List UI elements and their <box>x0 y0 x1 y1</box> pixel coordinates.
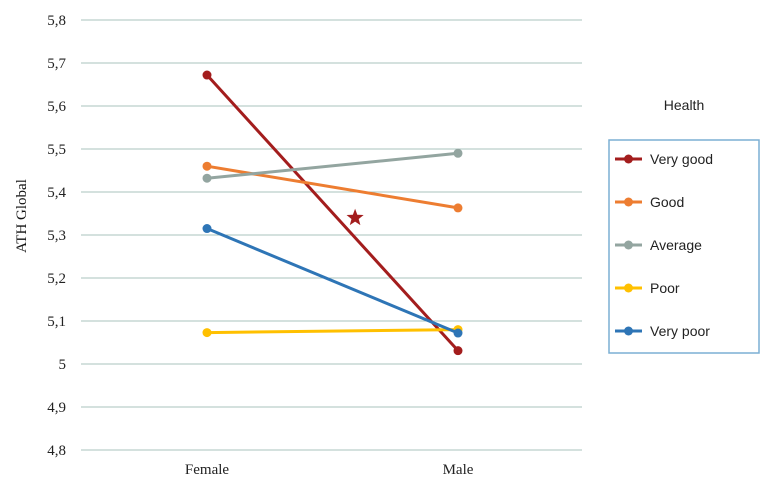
y-tick-label: 5,4 <box>47 185 66 201</box>
legend-items: Very good Good Average Poor Very poor <box>615 151 713 339</box>
legend-label: Very good <box>650 151 713 167</box>
legend-label: Very poor <box>650 323 710 339</box>
series-very-poor <box>202 224 463 338</box>
series-poor <box>202 325 463 338</box>
x-axis-ticks: Female Male <box>185 462 474 478</box>
y-tick-label: 4,8 <box>47 443 66 459</box>
gridlines <box>81 19 582 451</box>
legend-swatch-marker <box>624 197 633 207</box>
data-point <box>202 224 212 234</box>
series-line <box>205 74 460 352</box>
data-point <box>453 346 463 356</box>
legend-swatch-marker <box>624 154 633 164</box>
data-point <box>202 70 212 80</box>
legend-item: Very good <box>615 151 713 167</box>
y-tick-label: 5,5 <box>47 142 66 158</box>
legend-swatch-marker <box>624 240 633 250</box>
y-tick-label: 5,3 <box>47 228 66 244</box>
annotations <box>346 208 364 226</box>
y-tick-label: 5,7 <box>47 56 66 72</box>
y-tick-label: 5,1 <box>47 314 66 330</box>
series-line <box>206 227 459 335</box>
legend-title: Health <box>664 97 704 113</box>
data-point <box>202 161 212 171</box>
star-icon <box>346 208 364 226</box>
y-tick-label: 5,2 <box>47 271 66 287</box>
y-tick-label: 5,6 <box>47 99 66 115</box>
data-point <box>202 328 212 338</box>
y-tick-label: 5,8 <box>47 13 66 29</box>
data-point <box>453 148 463 158</box>
y-tick-label: 5 <box>59 357 67 373</box>
series-line <box>206 151 459 180</box>
legend-label: Good <box>650 194 684 210</box>
data-point <box>453 328 463 338</box>
series-line <box>206 164 459 210</box>
legend-label: Average <box>650 237 702 253</box>
series-good <box>202 161 463 213</box>
legend-item: Poor <box>615 280 680 296</box>
data-point <box>202 173 212 183</box>
y-axis-title: ATH Global <box>14 179 30 253</box>
x-tick-label: Female <box>185 462 229 478</box>
y-axis-ticks: 4,8 4,9 5 5,1 5,2 5,3 5,4 5,5 5,6 5,7 5,8 <box>47 13 66 459</box>
series-very-good <box>202 70 463 356</box>
series-lines <box>202 70 463 356</box>
data-point <box>453 203 463 213</box>
y-tick-label: 4,9 <box>47 400 66 416</box>
series-average <box>202 148 463 183</box>
x-tick-label: Male <box>443 462 474 478</box>
legend-swatch-marker <box>624 283 633 293</box>
legend-item: Good <box>615 194 684 210</box>
legend-label: Poor <box>650 280 680 296</box>
legend-item: Average <box>615 237 702 253</box>
legend-item: Very poor <box>615 323 710 339</box>
series-line <box>206 328 459 335</box>
legend-swatch-marker <box>624 326 633 336</box>
